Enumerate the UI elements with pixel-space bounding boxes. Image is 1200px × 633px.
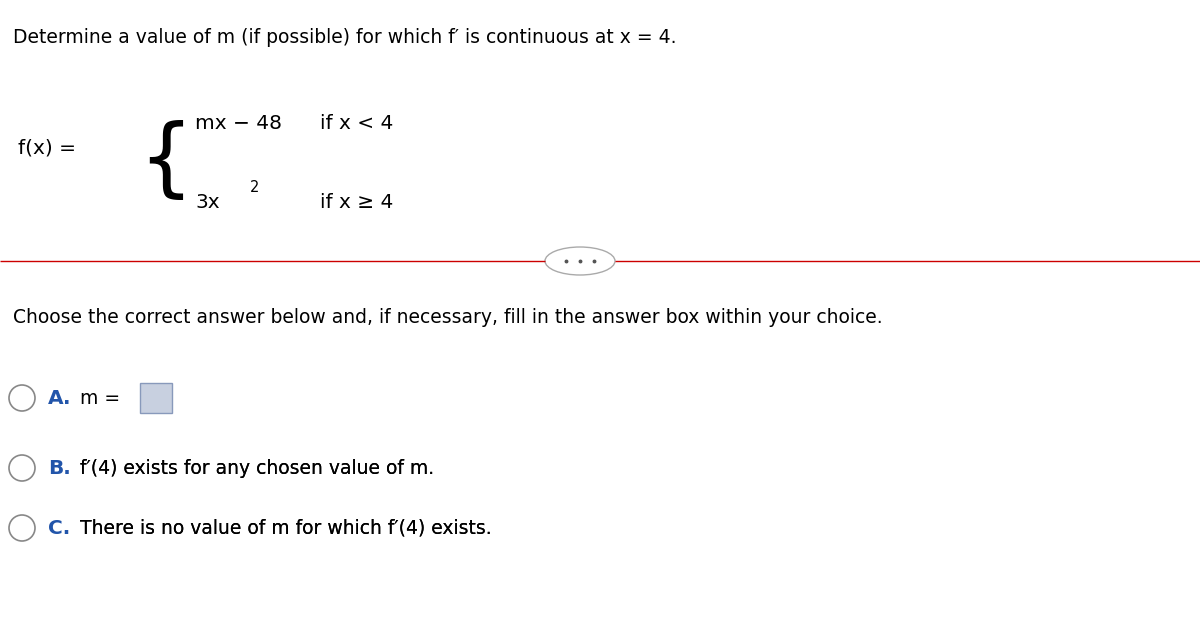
Text: 3x: 3x xyxy=(194,194,220,213)
Text: There is no value of m for which f′(4) exists.: There is no value of m for which f′(4) e… xyxy=(80,518,492,537)
Ellipse shape xyxy=(545,247,616,275)
Text: 2: 2 xyxy=(250,180,259,196)
Text: Determine a value of m (if possible) for which f′ is continuous at x = 4.: Determine a value of m (if possible) for… xyxy=(13,28,677,47)
Text: {: { xyxy=(138,120,193,203)
Text: m =: m = xyxy=(80,389,120,408)
Text: if x ≥ 4: if x ≥ 4 xyxy=(320,194,394,213)
Text: f′(4) exists for any chosen value of m.: f′(4) exists for any chosen value of m. xyxy=(80,458,434,477)
Text: f′(4) exists for any chosen value of m.: f′(4) exists for any chosen value of m. xyxy=(80,458,434,477)
Text: A.: A. xyxy=(48,389,72,408)
Text: B.: B. xyxy=(48,458,71,477)
Text: C.: C. xyxy=(48,518,71,537)
Text: f(x) =: f(x) = xyxy=(18,139,76,158)
FancyBboxPatch shape xyxy=(140,383,172,413)
Text: Choose the correct answer below and, if necessary, fill in the answer box within: Choose the correct answer below and, if … xyxy=(13,308,883,327)
Text: if x < 4: if x < 4 xyxy=(320,113,394,132)
Text: mx − 48: mx − 48 xyxy=(194,113,282,132)
Text: There is no value of m for which f′(4) exists.: There is no value of m for which f′(4) e… xyxy=(80,518,492,537)
